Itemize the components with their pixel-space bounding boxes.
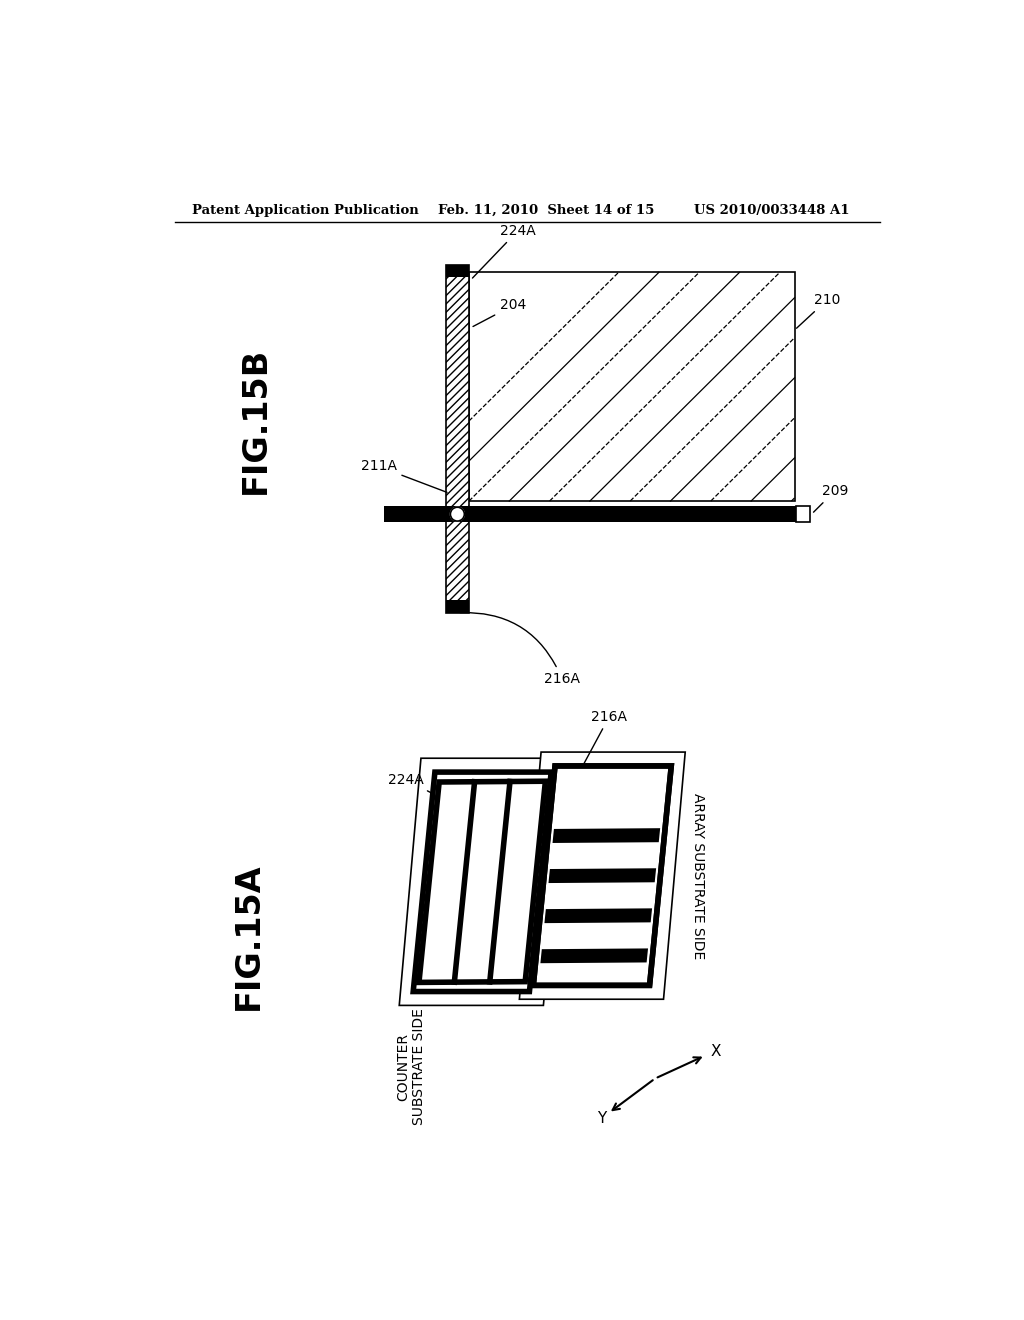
Polygon shape [519, 752, 685, 999]
Polygon shape [534, 766, 672, 985]
Text: US 2010/0033448 A1: US 2010/0033448 A1 [693, 205, 849, 218]
Text: 216A: 216A [575, 710, 628, 779]
Bar [796, 507, 810, 521]
Polygon shape [549, 869, 656, 883]
Polygon shape [553, 828, 660, 843]
Text: Patent Application Publication: Patent Application Publication [191, 205, 418, 218]
Circle shape [451, 507, 464, 521]
Polygon shape [414, 772, 551, 991]
Bar [445, 601, 469, 612]
Text: ARRAY SUBSTRATE SIDE: ARRAY SUBSTRATE SIDE [691, 792, 706, 958]
Bar [445, 264, 469, 277]
Text: Feb. 11, 2010  Sheet 14 of 15: Feb. 11, 2010 Sheet 14 of 15 [438, 205, 654, 218]
Text: 216A: 216A [460, 612, 580, 686]
Polygon shape [545, 908, 652, 923]
Text: X: X [711, 1044, 721, 1059]
Polygon shape [399, 758, 565, 1006]
Bar [384, 507, 810, 521]
Bar [445, 264, 469, 612]
Text: FIG.15B: FIG.15B [240, 347, 272, 494]
Text: 224A: 224A [472, 223, 536, 279]
Text: 209: 209 [813, 484, 848, 512]
Text: 224A: 224A [388, 772, 447, 801]
Text: FIG.15A: FIG.15A [231, 862, 264, 1010]
Text: COUNTER
SUBSTRATE SIDE: COUNTER SUBSTRATE SIDE [395, 1008, 426, 1126]
Text: 211A: 211A [360, 459, 447, 492]
Polygon shape [541, 948, 648, 964]
Polygon shape [419, 781, 546, 982]
Text: 204: 204 [473, 298, 526, 326]
Text: Y: Y [597, 1111, 606, 1126]
Text: 210: 210 [797, 293, 841, 329]
Bar [469, 272, 795, 502]
